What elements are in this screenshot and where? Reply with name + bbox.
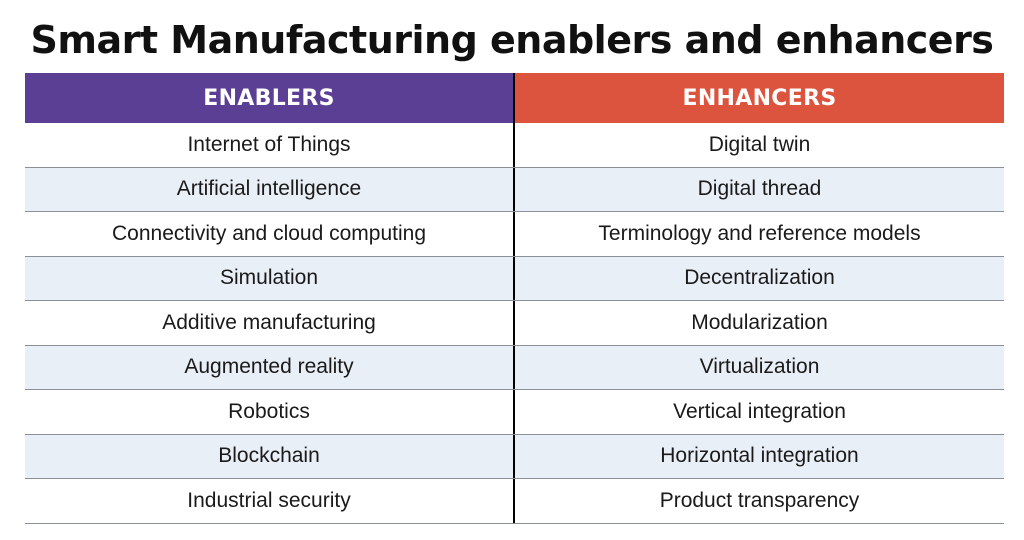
column-divider (513, 479, 515, 523)
enabler-cell: Connectivity and cloud computing (111, 221, 426, 245)
table-row: Robotics Vertical integration (25, 390, 1004, 435)
enhancer-cell: Terminology and reference models (598, 221, 921, 245)
column-divider (513, 345, 515, 389)
column-divider (513, 123, 515, 167)
table-row: Internet of Things Digital twin (25, 123, 1004, 168)
column-divider (513, 212, 515, 256)
enabler-cell: Additive manufacturing (162, 310, 376, 334)
table-row: Connectivity and cloud computing Terminol… (25, 212, 1004, 257)
table-row: Simulation Decentralization (25, 256, 1004, 301)
column-divider (513, 390, 515, 434)
column-divider (513, 256, 515, 300)
table-row: Augmented reality Virtualization (25, 345, 1004, 390)
enhancer-cell: Horizontal integration (660, 444, 859, 468)
enhancer-cell: Decentralization (684, 266, 835, 290)
column-divider (513, 434, 515, 478)
table-header-row: ENABLERS ENHANCERS (25, 73, 1004, 123)
enabler-cell: Robotics (228, 399, 310, 423)
enhancer-cell: Modularization (691, 310, 828, 334)
enhancer-cell: Digital twin (708, 132, 811, 156)
table-body: Internet of Things Digital twin Artificial… (25, 123, 1004, 524)
enabler-cell: Industrial security (187, 488, 351, 512)
comparison-table: ENABLERS ENHANCERS Internet of Things Dig… (25, 73, 1004, 524)
table-row: Artificial intelligence Digital thread (25, 167, 1004, 212)
enabler-cell: Internet of Things (187, 132, 351, 156)
enabler-cell: Blockchain (218, 444, 320, 468)
enabler-cell: Simulation (219, 266, 319, 290)
enhancer-cell: Vertical integration (673, 399, 846, 423)
table-row: Blockchain Horizontal integration (25, 434, 1004, 479)
page-title: Smart Manufacturing enablers and enhance… (30, 18, 994, 62)
table-row: Additive manufacturing Modularization (25, 301, 1004, 346)
enhancers-header: ENHANCERS (515, 73, 1004, 123)
enhancer-cell: Virtualization (699, 355, 820, 379)
column-divider (513, 167, 515, 211)
table-row: Industrial security Product transparency (25, 479, 1004, 524)
enhancer-cell: Digital thread (697, 177, 822, 201)
enabler-cell: Augmented reality (184, 355, 354, 379)
enablers-header: ENABLERS (25, 73, 513, 123)
enabler-cell: Artificial intelligence (176, 177, 362, 201)
enhancer-cell: Product transparency (659, 488, 860, 512)
column-divider (513, 301, 515, 345)
column-divider (513, 73, 515, 123)
